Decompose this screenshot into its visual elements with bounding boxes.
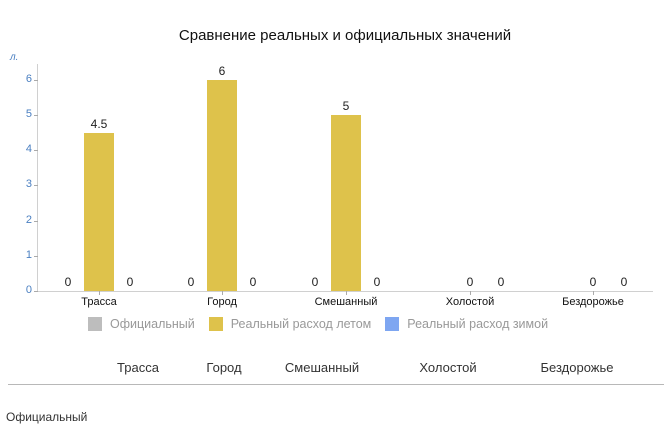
value-label: 6: [218, 63, 226, 78]
y-tick-label: 5: [25, 108, 32, 120]
legend-swatch-icon: [208, 317, 223, 331]
value-label: 0: [64, 275, 72, 289]
table-column-header: Холостой: [419, 360, 477, 375]
legend-item[interactable]: Реальный расход зимой: [385, 317, 548, 331]
x-tick: [99, 291, 100, 295]
value-label: 4.5: [90, 116, 108, 131]
x-tick: [222, 291, 223, 295]
y-axis-label: л.: [10, 52, 19, 63]
table-divider: [8, 384, 664, 385]
y-tick-label: 6: [25, 72, 32, 85]
y-axis: [37, 64, 38, 292]
y-tick: [34, 220, 38, 222]
value-label: 0: [187, 275, 195, 289]
value-label: 5: [342, 99, 350, 113]
value-label: 0: [589, 275, 597, 289]
table-column-header: Город: [206, 360, 242, 375]
x-tick-label: Бездорожье: [562, 296, 624, 308]
value-label: 0: [466, 275, 474, 289]
legend-label: Официальный: [110, 317, 195, 331]
x-tick-label: Город: [207, 296, 237, 308]
table-column-header: Смешанный: [284, 360, 360, 375]
x-tick: [470, 291, 471, 295]
value-label: 0: [126, 275, 134, 289]
legend-label: Реальный расход зимой: [407, 317, 549, 331]
legend-label: Реальный расход летом: [230, 317, 372, 331]
value-label: 0: [373, 275, 381, 289]
value-label: 0: [311, 275, 319, 289]
table-column-header: Трасса: [117, 360, 159, 375]
bar[interactable]: [331, 115, 361, 291]
x-tick-label: Смешанный: [314, 296, 378, 308]
x-tick: [593, 291, 594, 295]
legend-item[interactable]: Официальный: [88, 317, 195, 331]
value-label: 0: [249, 275, 257, 289]
x-tick-label: Холостой: [445, 296, 495, 308]
legend: Официальный Реальный расход летом Реальный…: [88, 317, 562, 331]
y-tick-label: 0: [25, 284, 32, 296]
y-tick: [34, 150, 38, 152]
x-tick-label: Трасса: [81, 296, 117, 308]
x-axis: [37, 291, 653, 292]
y-tick: [34, 291, 38, 292]
y-tick: [34, 79, 38, 81]
value-label: 0: [497, 275, 505, 289]
y-tick-label: 4: [25, 143, 32, 156]
table-row-label: Официальный: [6, 410, 88, 424]
bar[interactable]: [207, 79, 237, 291]
chart-title: Сравнение реальных и официальных значени…: [178, 27, 512, 44]
value-label: 0: [620, 275, 628, 289]
table-column-header: Бездорожье: [540, 360, 614, 375]
y-tick-label: 2: [25, 213, 32, 226]
legend-swatch-icon: [88, 317, 102, 331]
legend-item[interactable]: Реальный расход летом: [208, 317, 372, 331]
bar[interactable]: [84, 132, 114, 291]
y-tick: [34, 185, 38, 187]
x-tick: [346, 291, 347, 295]
table-header: Трасса Город Смешанный Холостой Бездорожье: [0, 360, 670, 378]
y-tick-label: 1: [25, 248, 32, 261]
legend-swatch-icon: [385, 317, 400, 331]
y-tick: [34, 255, 38, 257]
y-tick: [34, 115, 38, 116]
y-tick-label: 3: [25, 178, 32, 191]
